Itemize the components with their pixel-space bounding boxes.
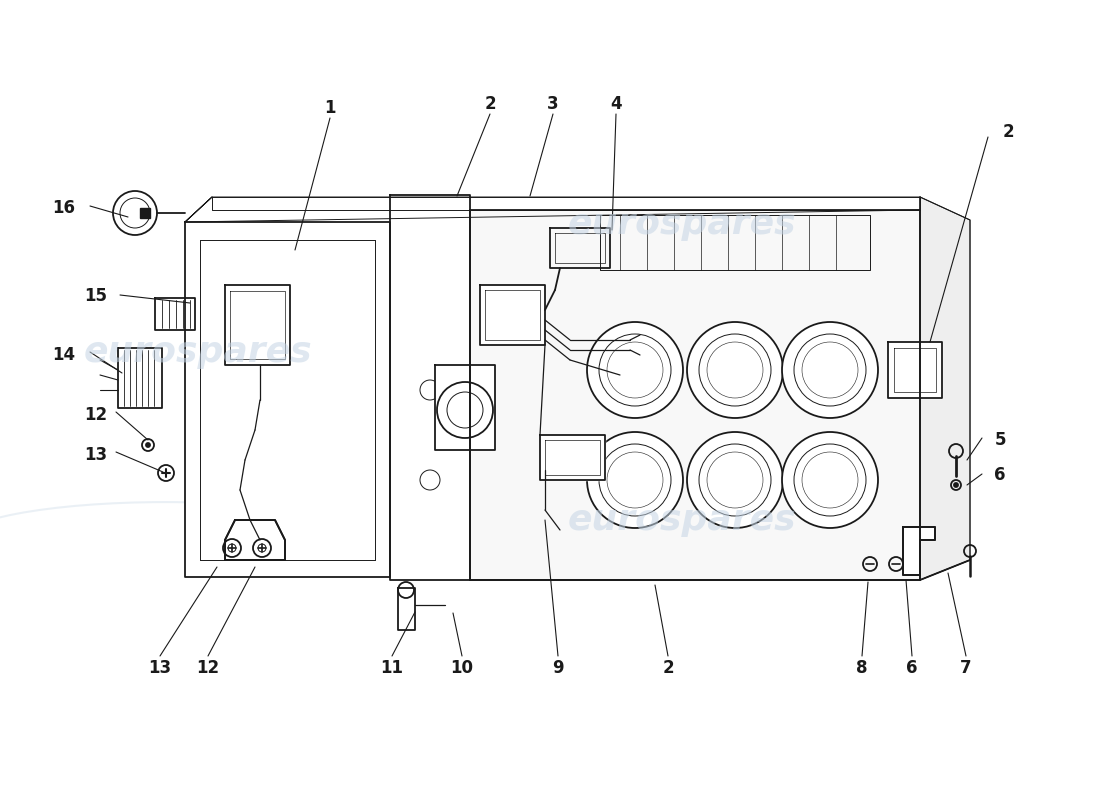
Text: 3: 3: [547, 95, 559, 113]
Text: 5: 5: [994, 431, 1005, 449]
Circle shape: [794, 334, 866, 406]
Text: 2: 2: [1002, 123, 1014, 141]
Polygon shape: [888, 342, 942, 398]
Circle shape: [782, 322, 878, 418]
Text: eurospares: eurospares: [568, 207, 796, 241]
Text: 13: 13: [148, 659, 172, 677]
Circle shape: [698, 334, 771, 406]
Circle shape: [600, 444, 671, 516]
Text: 11: 11: [381, 659, 404, 677]
Circle shape: [587, 432, 683, 528]
Text: 6: 6: [994, 466, 1005, 484]
Circle shape: [600, 334, 671, 406]
Text: 16: 16: [53, 199, 76, 217]
Polygon shape: [903, 527, 935, 575]
Text: 2: 2: [484, 95, 496, 113]
Polygon shape: [390, 195, 470, 580]
Circle shape: [698, 444, 771, 516]
Text: 1: 1: [324, 99, 336, 117]
Polygon shape: [140, 208, 150, 218]
Polygon shape: [398, 588, 415, 630]
Polygon shape: [226, 520, 285, 560]
Circle shape: [794, 444, 866, 516]
Polygon shape: [155, 298, 195, 330]
Text: 12: 12: [85, 406, 108, 424]
Circle shape: [146, 443, 150, 447]
Text: 2: 2: [662, 659, 674, 677]
Text: 15: 15: [85, 287, 108, 305]
Text: eurospares: eurospares: [568, 503, 796, 537]
Text: 8: 8: [856, 659, 868, 677]
Circle shape: [688, 322, 783, 418]
Text: 12: 12: [197, 659, 220, 677]
Polygon shape: [434, 365, 495, 450]
Polygon shape: [920, 197, 970, 580]
Text: 7: 7: [960, 659, 971, 677]
Polygon shape: [185, 222, 390, 577]
Text: 9: 9: [552, 659, 564, 677]
Polygon shape: [540, 435, 605, 480]
Text: eurospares: eurospares: [84, 335, 312, 369]
Polygon shape: [470, 210, 920, 580]
Text: 14: 14: [53, 346, 76, 364]
Circle shape: [688, 432, 783, 528]
Text: 10: 10: [451, 659, 473, 677]
Polygon shape: [212, 197, 920, 212]
Polygon shape: [226, 285, 290, 365]
Text: 4: 4: [610, 95, 621, 113]
Polygon shape: [118, 348, 162, 408]
Circle shape: [782, 432, 878, 528]
Circle shape: [954, 483, 958, 487]
Polygon shape: [480, 285, 544, 345]
Circle shape: [587, 322, 683, 418]
Text: 6: 6: [906, 659, 917, 677]
Text: 13: 13: [85, 446, 108, 464]
